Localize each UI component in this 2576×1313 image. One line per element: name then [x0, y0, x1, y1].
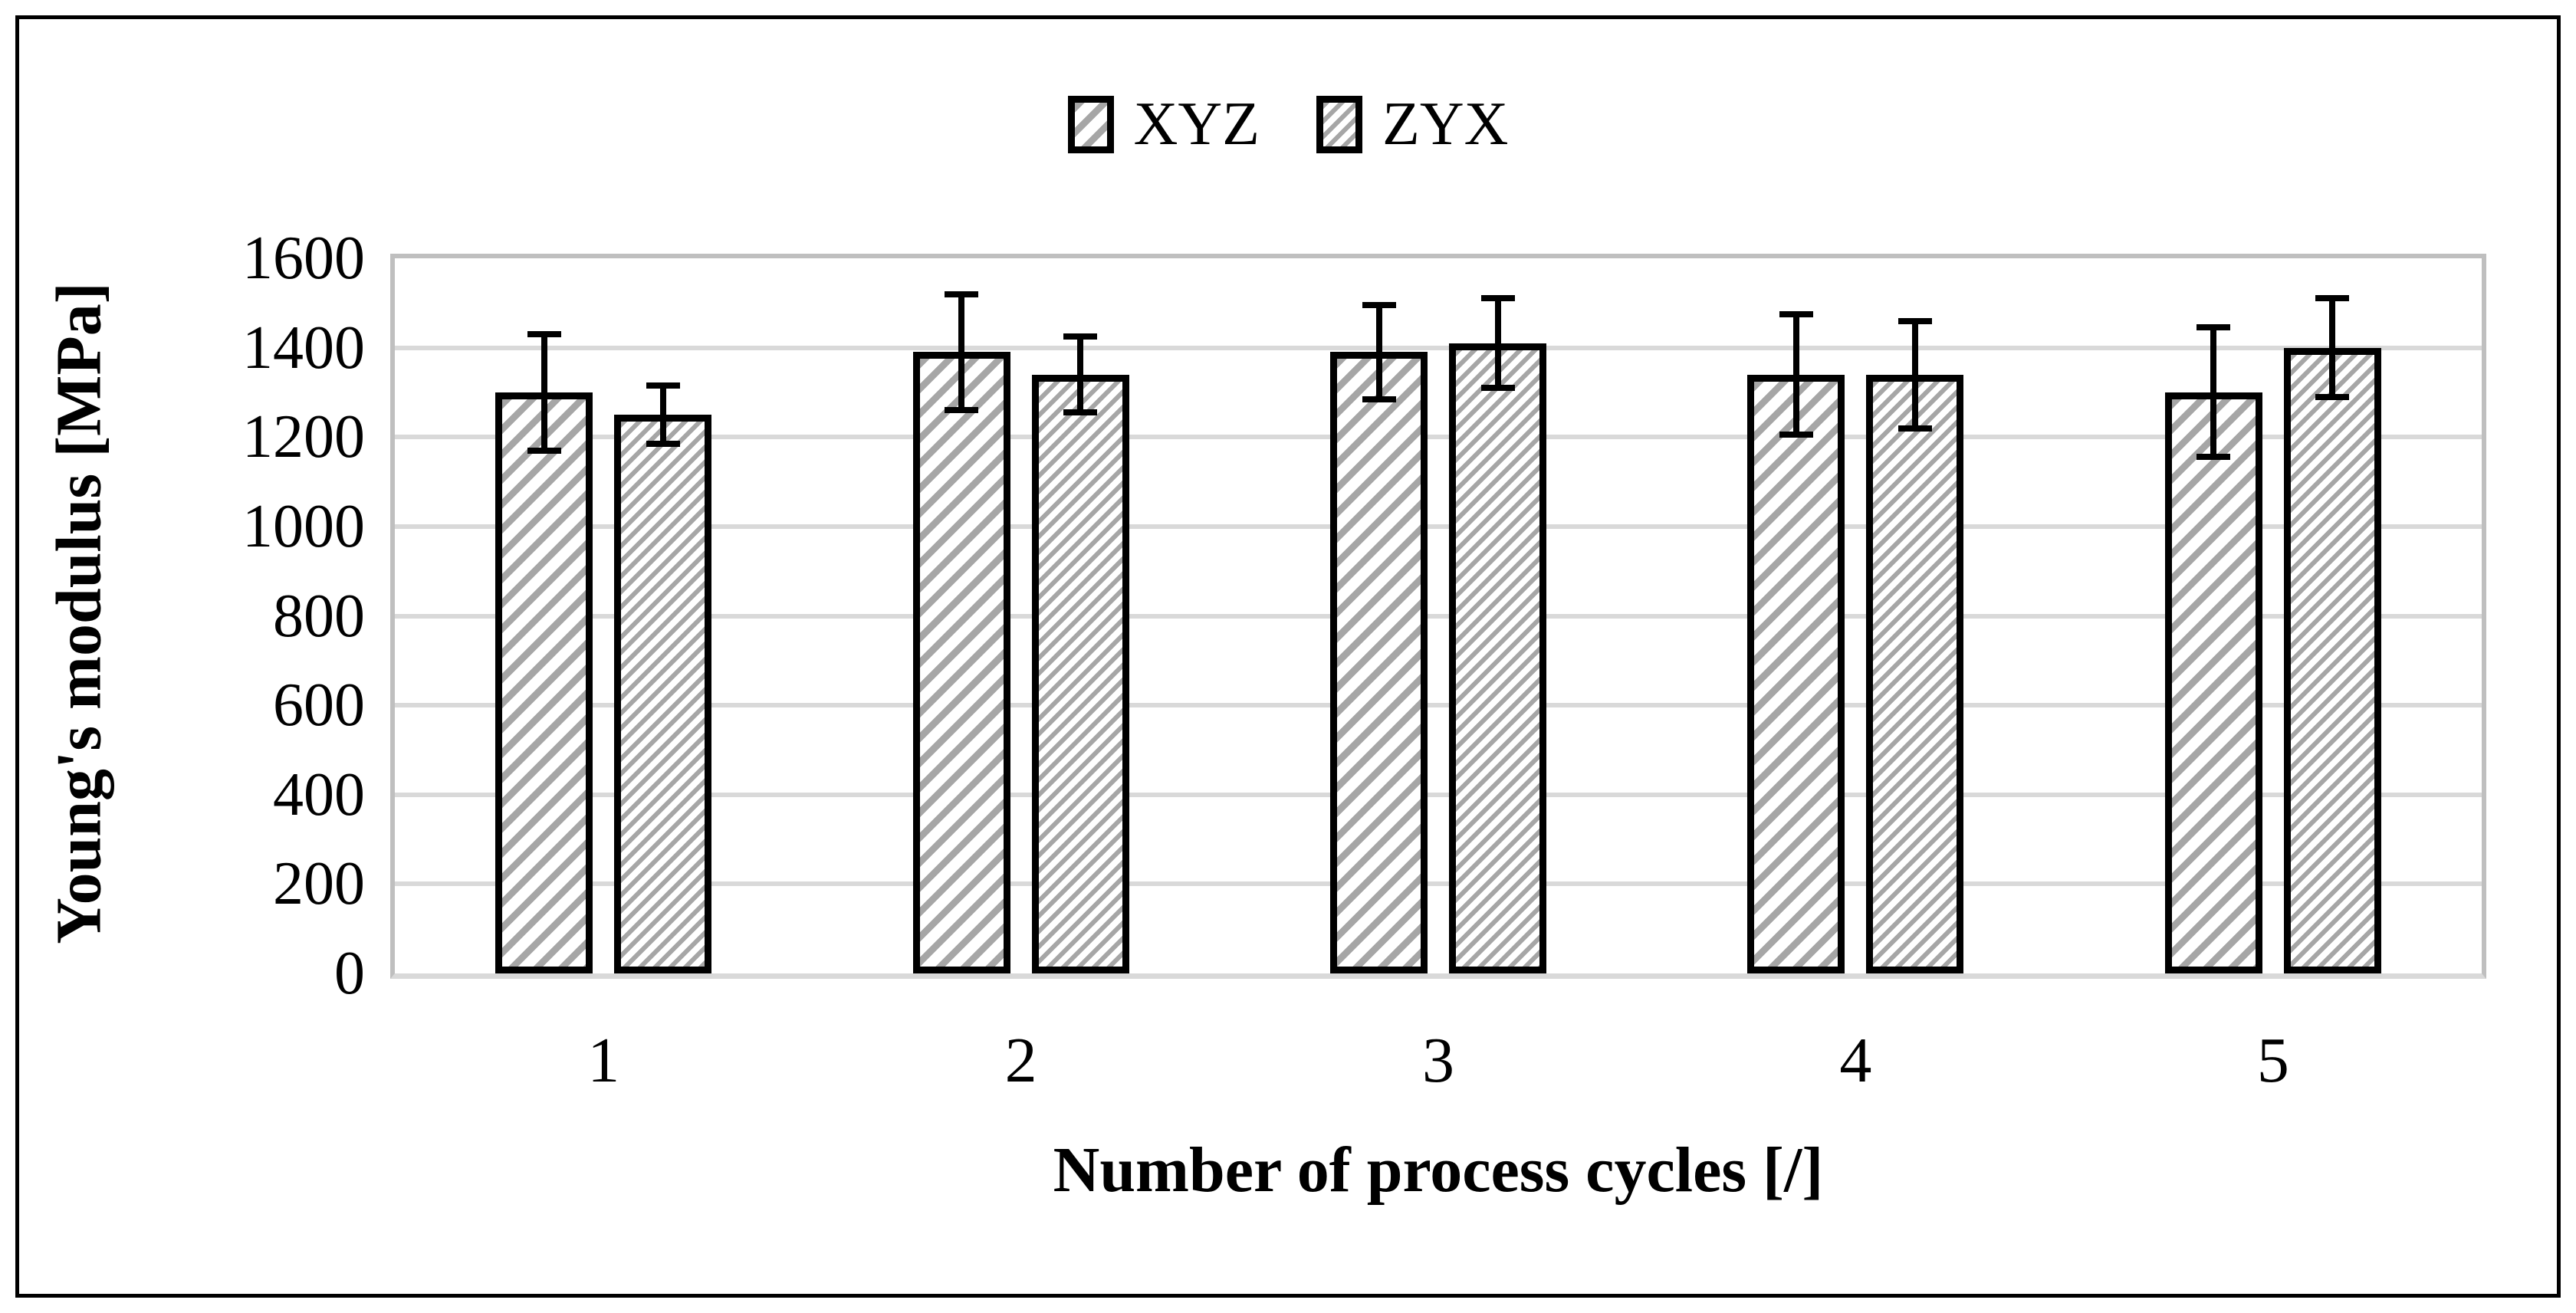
bar-xyz-2 [912, 352, 1010, 973]
error-bar-zyx-4 [1911, 320, 1918, 428]
bar-wrap-xyz-1 [495, 331, 593, 973]
error-bar-zyx-3 [1494, 298, 1501, 389]
error-bar-xyz-3 [1375, 305, 1382, 399]
bar-xyz-4 [1747, 374, 1845, 973]
bar-zyx-5 [2283, 347, 2381, 973]
legend-item-xyz: XYZ [1067, 89, 1260, 159]
y-tick-label: 0 [334, 940, 365, 1007]
gridline [395, 345, 2482, 350]
y-tick-label: 1000 [242, 492, 365, 560]
gridline [395, 524, 2482, 529]
bar-wrap-xyz-2 [912, 291, 1010, 973]
error-cap-bottom-zyx-2 [1063, 409, 1098, 416]
error-cap-bottom-zyx-5 [2315, 393, 2350, 400]
error-cap-top-zyx-1 [646, 382, 680, 389]
legend-item-zyx: ZYX [1316, 89, 1508, 159]
bar-wrap-xyz-3 [1330, 302, 1428, 973]
y-tick-label: 1400 [242, 313, 365, 382]
error-cap-bottom-xyz-2 [945, 407, 979, 414]
error-bar-xyz-1 [540, 334, 547, 451]
gridline [395, 881, 2482, 887]
figure-border [15, 15, 2561, 1298]
y-tick-label: 1200 [242, 403, 365, 471]
error-cap-top-xyz-4 [1779, 310, 1813, 317]
bar-group-5 [2065, 258, 2482, 973]
y-tick-label: 1600 [242, 225, 365, 292]
bar-wrap-zyx-1 [614, 382, 712, 973]
bar-groups [395, 258, 2482, 973]
bar-zyx-4 [1866, 374, 1964, 973]
gridline [395, 613, 2482, 619]
legend: XYZ ZYX [0, 89, 2576, 159]
error-cap-top-xyz-2 [945, 291, 979, 297]
bar-zyx-2 [1031, 374, 1129, 973]
y-tick-label: 200 [273, 850, 365, 918]
x-tick-label: 1 [587, 1025, 620, 1096]
bar-group-2 [812, 258, 1229, 973]
bar-zyx-3 [1449, 343, 1547, 973]
error-cap-top-xyz-3 [1362, 302, 1396, 309]
x-tick-label: 3 [1422, 1025, 1455, 1096]
legend-swatch-xyz-icon [1067, 95, 1114, 153]
x-tick-label: 4 [1839, 1025, 1872, 1096]
bar-group-3 [1230, 258, 1647, 973]
error-cap-bottom-xyz-5 [2196, 454, 2231, 461]
bar-wrap-zyx-3 [1449, 295, 1547, 973]
bar-xyz-1 [495, 392, 593, 973]
error-bar-xyz-5 [2210, 327, 2217, 458]
y-tick-label: 600 [273, 671, 365, 740]
error-bar-zyx-2 [1077, 336, 1084, 413]
error-cap-bottom-zyx-3 [1480, 385, 1515, 392]
bar-group-1 [395, 258, 812, 973]
bar-wrap-zyx-4 [1866, 317, 1964, 973]
x-tick-label: 2 [1004, 1025, 1037, 1096]
bar-xyz-5 [2164, 392, 2262, 973]
error-cap-bottom-xyz-3 [1362, 396, 1396, 402]
error-cap-top-zyx-3 [1480, 295, 1515, 302]
plot-area [390, 254, 2486, 979]
x-axis-tick-labels: 1 2 3 4 5 [395, 1024, 2482, 1098]
error-bar-xyz-4 [1792, 313, 1799, 435]
y-tick-label: 800 [273, 582, 365, 650]
error-cap-top-xyz-5 [2196, 324, 2231, 331]
bar-wrap-zyx-5 [2283, 295, 2381, 973]
gridline [395, 792, 2482, 797]
error-cap-top-zyx-4 [1898, 317, 1932, 324]
bar-group-4 [1647, 258, 2064, 973]
error-cap-bottom-xyz-1 [527, 447, 561, 454]
legend-label-zyx: ZYX [1382, 90, 1509, 158]
bar-xyz-3 [1330, 352, 1428, 973]
error-cap-top-zyx-2 [1063, 333, 1098, 340]
gridline [395, 703, 2482, 708]
y-tick-label: 400 [273, 760, 365, 829]
error-bar-zyx-5 [2329, 298, 2336, 397]
legend-label-xyz: XYZ [1133, 90, 1260, 158]
bar-wrap-xyz-5 [2164, 324, 2262, 973]
bar-wrap-xyz-4 [1747, 310, 1845, 973]
bar-wrap-zyx-2 [1031, 333, 1129, 973]
gridline [395, 435, 2482, 440]
error-bar-zyx-1 [659, 386, 666, 444]
error-cap-bottom-zyx-4 [1898, 425, 1932, 432]
error-cap-bottom-xyz-4 [1779, 432, 1813, 438]
error-bar-xyz-2 [958, 294, 965, 411]
x-axis-title: Number of process cycles [/] [1053, 1134, 1824, 1206]
error-cap-top-xyz-1 [527, 331, 561, 338]
bar-zyx-1 [614, 415, 712, 973]
error-cap-top-zyx-5 [2315, 295, 2350, 302]
legend-swatch-zyx-icon [1316, 95, 1362, 153]
x-tick-label: 5 [2256, 1025, 2289, 1096]
error-cap-bottom-zyx-1 [646, 440, 680, 447]
